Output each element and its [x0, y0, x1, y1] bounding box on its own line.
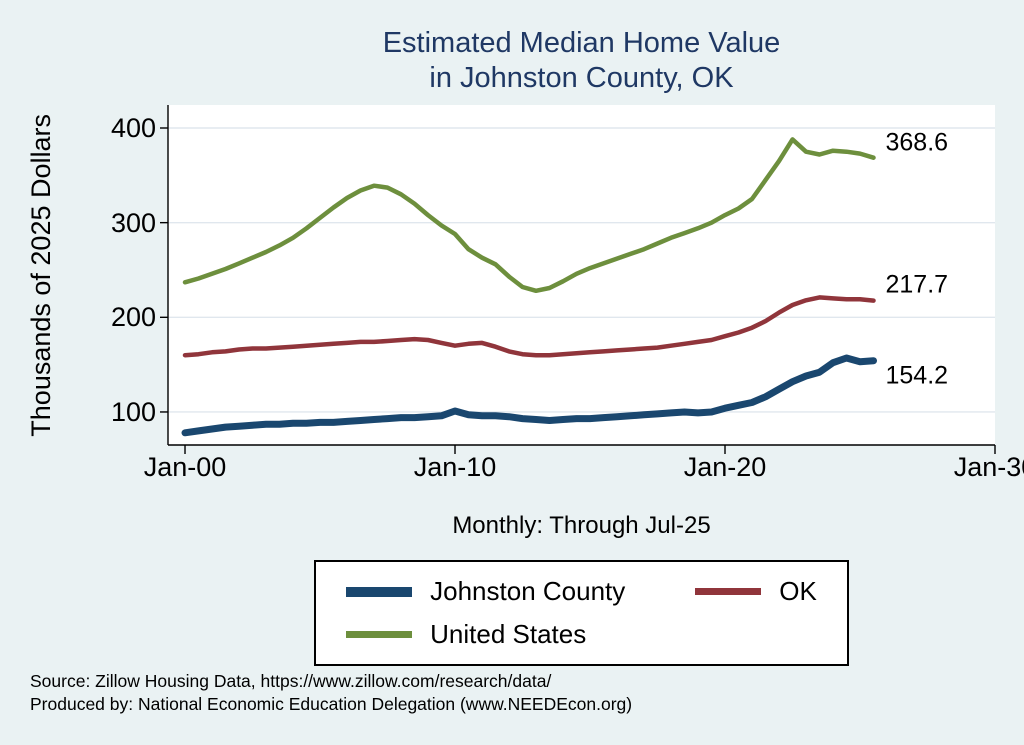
- produced-by-line: Produced by: National Economic Education…: [30, 694, 633, 714]
- y-tick-label: 400: [110, 113, 156, 143]
- source-notes: Source: Zillow Housing Data, https://www…: [30, 670, 632, 716]
- legend-label-united-states: United States: [430, 619, 587, 649]
- x-tick-label: Jan-30: [953, 452, 1024, 482]
- x-tick-label: Jan-20: [683, 452, 767, 482]
- end-value-label-united-states: 368.6: [886, 129, 949, 157]
- plot-area: 154.2 217.7 368.6: [160, 105, 996, 454]
- y-tick-label: 300: [110, 207, 156, 238]
- series-line-united-states: [182, 137, 876, 294]
- legend-swatch-united-states: [346, 630, 413, 639]
- chart-title: Estimated Median Home Value in Johnston …: [168, 26, 995, 96]
- end-value-label-johnston-county: 154.2: [886, 362, 949, 390]
- y-tick-label: 200: [110, 302, 156, 333]
- end-value-label-ok: 217.7: [886, 271, 949, 299]
- legend-swatch-johnston-county: [346, 586, 413, 597]
- y-axis-label-text: Thousands of 2025 Dollars: [26, 113, 56, 437]
- legend-label-ok: OK: [779, 576, 817, 606]
- chart-title-line1: Estimated Median Home Value: [382, 27, 781, 59]
- legend-item-johnston-county: Johnston County: [346, 576, 625, 607]
- legend-item-united-states: United States: [346, 619, 625, 650]
- series-line-johnston-county: [181, 354, 877, 437]
- x-tick-label: Jan-10: [413, 452, 497, 482]
- legend-box: Johnston County OK United States: [314, 560, 849, 666]
- legend-swatch-ok: [695, 587, 762, 596]
- x-axis-note: Monthly: Through Jul-25: [452, 512, 711, 539]
- y-axis-label: Thousands of 2025 Dollars: [26, 95, 57, 455]
- legend-item-ok: OK: [695, 576, 817, 607]
- legend-label-johnston-county: Johnston County: [430, 576, 626, 606]
- legend: Johnston County OK United States: [168, 560, 995, 666]
- chart-title-line2: in Johnston County, OK: [429, 62, 734, 94]
- x-tick-label: Jan-00: [143, 452, 227, 482]
- plot-svg: 154.2 217.7 368.6: [160, 105, 996, 454]
- source-line: Source: Zillow Housing Data, https://www…: [30, 671, 552, 691]
- series-line-ok: [182, 295, 876, 358]
- y-tick-label: 100: [110, 396, 156, 427]
